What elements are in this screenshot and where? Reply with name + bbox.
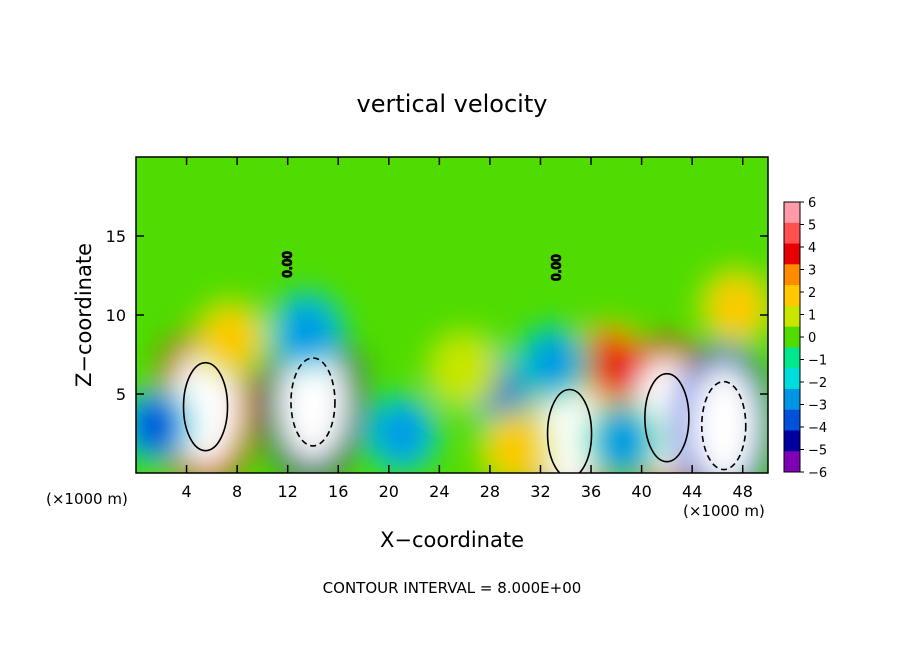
colorbar-swatch xyxy=(784,326,800,348)
colorbar-swatch xyxy=(784,430,800,452)
x-tick-label: 28 xyxy=(480,482,500,501)
y-tick-label: 15 xyxy=(106,227,126,246)
x-tick-label: 8 xyxy=(232,482,242,501)
colorbar-tick-label: −2 xyxy=(808,376,827,391)
colorbar-tick-label: 6 xyxy=(808,196,816,211)
feature-core xyxy=(689,365,758,473)
colorbar-tick-label: −5 xyxy=(808,444,827,459)
feature-core xyxy=(278,341,347,462)
contour-line xyxy=(182,361,229,452)
colorbar-swatch xyxy=(784,451,800,473)
colorbar-swatch xyxy=(784,243,800,265)
x-tick-label: 48 xyxy=(733,482,753,501)
x-tick-label: 20 xyxy=(379,482,399,501)
colorbar-tick-label: −3 xyxy=(808,399,827,414)
colorbar-swatch xyxy=(784,202,800,224)
colorbar-tick-label: −1 xyxy=(808,354,827,369)
zero-contours: 0.00 0.00 xyxy=(182,250,747,473)
colorbar: 6 5 4 3 2 1 0 −1 −2 −3 −4 −5 −6 xyxy=(783,196,827,481)
feature-core xyxy=(527,332,580,393)
chart-title: vertical velocity xyxy=(357,90,548,118)
x-tick-label: 40 xyxy=(631,482,651,501)
contour-line xyxy=(644,372,690,463)
colorbar-tick-label: 1 xyxy=(808,309,816,324)
y-axis-label: Z−coordinate xyxy=(72,243,96,387)
colorbar-tick-label: 5 xyxy=(808,219,816,234)
colorbar-swatch xyxy=(784,305,800,328)
colorbar-tick-label: 0 xyxy=(808,331,816,346)
feature-core xyxy=(136,395,181,456)
feature-core xyxy=(438,340,491,401)
x-unit-label-right: (×1000 m) xyxy=(683,502,765,520)
x-tick-label: 4 xyxy=(181,482,191,501)
plot-area: 0.00 0.00 xyxy=(136,157,768,473)
colorbar-swatch xyxy=(784,222,800,245)
contour-line xyxy=(290,357,336,447)
colorbar-tick-label: 2 xyxy=(808,286,816,301)
contour-label: 0.00 xyxy=(550,254,564,281)
x-tick-label: 16 xyxy=(328,482,348,501)
colorbar-swatch xyxy=(784,347,800,369)
x-unit-label-left: (×1000 m) xyxy=(46,490,128,508)
y-axis-ticks: 5 10 15 xyxy=(106,227,768,404)
contour-line xyxy=(700,380,747,471)
x-axis-label: X−coordinate xyxy=(380,528,524,552)
colorbar-swatch xyxy=(784,285,800,307)
y-tick-label: 10 xyxy=(106,306,126,325)
feature-core xyxy=(280,300,333,361)
feature-core xyxy=(710,277,763,338)
contour-interval-annotation: CONTOUR INTERVAL = 8.000E+00 xyxy=(323,579,582,597)
contour-line xyxy=(546,388,593,473)
x-tick-label: 24 xyxy=(429,482,449,501)
feature-core xyxy=(204,308,257,369)
x-tick-label: 12 xyxy=(278,482,298,501)
colorbar-swatch xyxy=(784,368,800,390)
feature-core xyxy=(375,403,428,464)
x-axis-ticks: 4 8 12 16 20 24 28 32 36 40 44 48 xyxy=(181,157,753,501)
colorbar-tick-label: 4 xyxy=(808,241,816,256)
x-tick-label: 44 xyxy=(682,482,702,501)
feature-core xyxy=(596,411,649,472)
colorbar-swatch xyxy=(784,264,800,286)
field-features xyxy=(136,266,768,473)
contour-label: 0.00 xyxy=(280,251,294,278)
y-tick-label: 5 xyxy=(116,385,126,404)
colorbar-tick-label: −4 xyxy=(808,421,827,436)
colorbar-swatch xyxy=(784,388,800,411)
x-tick-label: 32 xyxy=(530,482,550,501)
x-tick-label: 36 xyxy=(581,482,601,501)
colorbar-tick-label: −6 xyxy=(808,466,827,481)
feature-core xyxy=(489,419,542,473)
colorbar-tick-label: 3 xyxy=(808,264,816,279)
colorbar-swatch xyxy=(784,409,800,431)
